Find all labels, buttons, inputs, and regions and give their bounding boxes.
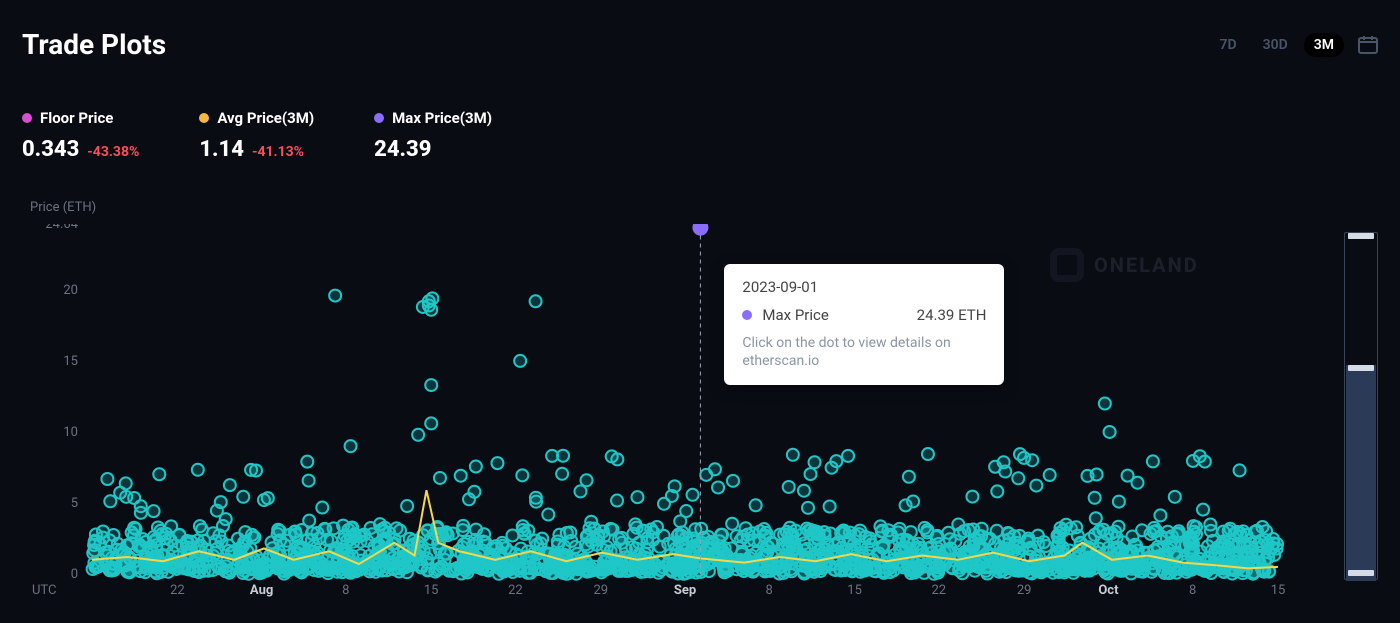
y-axis-title: Price (ETH) bbox=[30, 200, 96, 215]
tooltip-dot bbox=[742, 310, 752, 320]
stat-floor-price: Floor Price 0.343 -43.38% bbox=[22, 109, 139, 162]
svg-text:20: 20 bbox=[63, 283, 78, 298]
stat-change: -43.38% bbox=[87, 144, 139, 160]
svg-text:0: 0 bbox=[71, 567, 78, 582]
svg-text:15: 15 bbox=[847, 583, 862, 598]
tooltip-label: Max Price bbox=[762, 306, 828, 324]
range-slider-handle-mid[interactable] bbox=[1348, 365, 1374, 371]
chart-tooltip: 2023-09-01 Max Price 24.39 ETH Click on … bbox=[724, 264, 1004, 386]
range-slider-fill bbox=[1346, 365, 1376, 581]
max-dot bbox=[374, 113, 384, 123]
range-tabs: 7D30D3M bbox=[1210, 33, 1379, 57]
logo-text: ONELAND bbox=[1094, 253, 1199, 277]
stat-label: Avg Price(3M) bbox=[217, 109, 314, 127]
stat-avg-price: Avg Price(3M) 1.14 -41.13% bbox=[199, 109, 314, 162]
range-tab-7d[interactable]: 7D bbox=[1210, 33, 1247, 57]
svg-text:8: 8 bbox=[1189, 583, 1196, 598]
svg-text:15: 15 bbox=[1271, 583, 1286, 598]
stats-row: Floor Price 0.343 -43.38% Avg Price(3M) 1… bbox=[22, 109, 1378, 162]
stat-label: Max Price(3M) bbox=[392, 109, 492, 127]
stat-max-price: Max Price(3M) 24.39 bbox=[374, 109, 492, 162]
logo-icon bbox=[1050, 248, 1084, 282]
svg-text:24.64: 24.64 bbox=[45, 224, 78, 232]
svg-text:15: 15 bbox=[424, 583, 439, 598]
svg-text:5: 5 bbox=[71, 496, 78, 511]
range-tab-30d[interactable]: 30D bbox=[1253, 33, 1298, 57]
stat-label: Floor Price bbox=[40, 109, 113, 127]
avg-dot bbox=[199, 113, 209, 123]
svg-text:8: 8 bbox=[766, 583, 773, 598]
svg-text:15: 15 bbox=[63, 354, 78, 369]
range-slider-handle-bottom[interactable] bbox=[1348, 570, 1374, 576]
svg-text:22: 22 bbox=[508, 583, 523, 598]
range-tab-3m[interactable]: 3M bbox=[1304, 33, 1344, 57]
svg-text:Sep: Sep bbox=[674, 583, 696, 598]
stat-value: 1.14 bbox=[199, 137, 244, 162]
svg-text:Oct: Oct bbox=[1098, 583, 1119, 598]
stat-change: -41.13% bbox=[252, 144, 304, 160]
svg-text:Aug: Aug bbox=[250, 583, 273, 598]
calendar-icon[interactable] bbox=[1358, 36, 1378, 54]
floor-dot bbox=[22, 113, 32, 123]
svg-text:22: 22 bbox=[931, 583, 946, 598]
svg-text:29: 29 bbox=[593, 583, 608, 598]
stat-value: 0.343 bbox=[22, 137, 79, 162]
svg-text:8: 8 bbox=[342, 583, 349, 598]
range-slider-handle-top[interactable] bbox=[1348, 233, 1374, 239]
svg-text:10: 10 bbox=[63, 425, 78, 440]
stat-value: 24.39 bbox=[374, 137, 431, 162]
scatter-chart[interactable]: 0 5 10 15 20 24.64 22 Aug 8 15 22 29 Sep 8 15 22 29 Oct 8 1… bbox=[22, 224, 1338, 614]
tooltip-value: 24.39 ETH bbox=[917, 306, 987, 324]
tooltip-date: 2023-09-01 bbox=[742, 278, 986, 296]
svg-text:22: 22 bbox=[170, 583, 185, 598]
svg-text:UTC: UTC bbox=[32, 583, 56, 598]
range-slider[interactable] bbox=[1344, 232, 1378, 580]
brand-logo: ONELAND bbox=[1050, 248, 1199, 282]
page-title: Trade Plots bbox=[22, 28, 166, 61]
chart-area[interactable]: 0 5 10 15 20 24.64 22 Aug 8 15 22 29 Sep 8 15 22 29 Oct 8 1… bbox=[22, 224, 1378, 613]
tooltip-hint: Click on the dot to view details on ethe… bbox=[742, 334, 986, 372]
svg-text:29: 29 bbox=[1017, 583, 1032, 598]
